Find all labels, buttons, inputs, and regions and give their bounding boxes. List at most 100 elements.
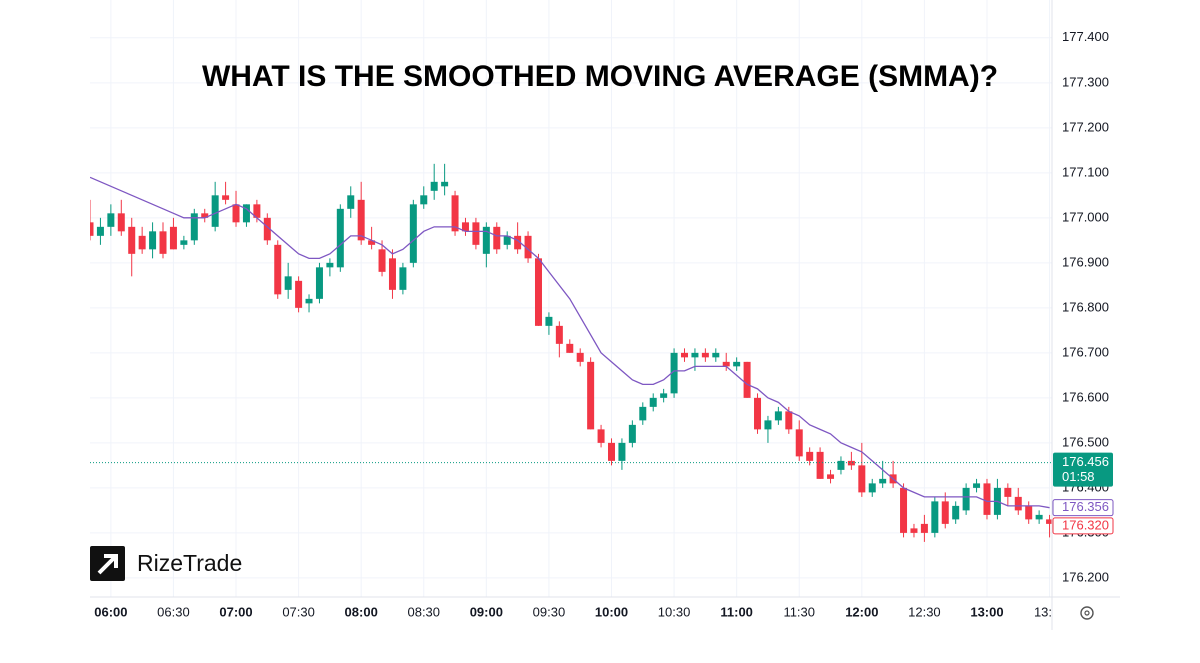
x-tick-label: 06:00 <box>94 604 127 619</box>
candle-body <box>107 213 115 227</box>
candle-body <box>336 208 344 268</box>
candle-body <box>201 213 209 218</box>
candle-body <box>472 222 480 245</box>
smma-line <box>90 176 1050 509</box>
candle-body <box>482 226 490 254</box>
settings-icon[interactable] <box>1080 606 1094 620</box>
candle-body <box>691 352 699 358</box>
candle-body <box>128 226 136 254</box>
y-tick-label: 176.600 <box>1062 389 1109 404</box>
x-tick-label: 07:00 <box>219 604 252 619</box>
candle-body <box>920 523 928 533</box>
candle-body <box>900 487 908 533</box>
y-tick-label: 176.900 <box>1062 254 1109 269</box>
candle-body <box>315 267 323 299</box>
candle-body <box>660 393 668 398</box>
candle-body <box>566 343 574 353</box>
countdown-label: 01:58 <box>1062 469 1095 484</box>
brand-logo: RizeTrade <box>90 546 242 581</box>
y-tick-label: 176.700 <box>1062 344 1109 359</box>
x-tick-label: 08:30 <box>407 604 440 619</box>
candle-body <box>576 352 584 362</box>
candle-body <box>1004 487 1012 497</box>
candle-body <box>90 222 94 236</box>
x-tick-label: 11:00 <box>720 604 753 619</box>
x-tick-label: 10:00 <box>595 604 628 619</box>
candle-body <box>222 195 230 200</box>
candle-body <box>628 424 636 443</box>
candle-body <box>555 325 563 344</box>
candle-body <box>837 460 845 470</box>
grid <box>90 0 1052 597</box>
candle-body <box>670 352 678 394</box>
candle-body <box>409 204 417 263</box>
candle-body <box>180 240 188 245</box>
last-close-badge <box>1052 517 1114 535</box>
candle-body <box>159 231 167 254</box>
candle-body <box>879 478 887 484</box>
candle-body <box>774 411 782 421</box>
candle-body <box>983 483 991 515</box>
candle-body <box>639 406 647 421</box>
smma-label: 176.356 <box>1062 499 1109 514</box>
y-tick-label: 176.500 <box>1062 434 1109 449</box>
candle-body <box>827 474 835 479</box>
x-tick-label: 12:30 <box>908 604 941 619</box>
candle-body <box>138 235 146 250</box>
y-tick-label: 177.100 <box>1062 164 1109 179</box>
candle-body <box>420 195 428 205</box>
candle-body <box>545 316 553 326</box>
candle-body <box>910 528 918 533</box>
candle-body <box>284 276 292 290</box>
y-tick-label: 176.800 <box>1062 299 1109 314</box>
x-tick-label: 09:00 <box>470 604 503 619</box>
candle-body <box>117 213 125 232</box>
candle-body <box>722 361 730 367</box>
candle-body <box>441 181 449 187</box>
candle-body <box>96 226 104 236</box>
settings-hub <box>1084 610 1090 616</box>
candle-body <box>858 465 866 493</box>
candle-body <box>806 451 814 461</box>
current-price-badge <box>1053 452 1113 487</box>
y-tick-label: 177.400 <box>1062 29 1109 44</box>
candle-body <box>816 451 824 479</box>
candle-body <box>931 501 939 533</box>
candle-body <box>295 280 303 308</box>
candle-body <box>754 397 762 430</box>
candle-body <box>263 217 271 241</box>
candle-body <box>232 204 240 223</box>
candle-body <box>524 235 532 259</box>
x-tick-label: 07:30 <box>282 604 315 619</box>
axes: 176.200176.300176.400176.500176.600176.7… <box>94 29 1114 619</box>
candle-body <box>357 199 365 241</box>
x-tick-label: 12:00 <box>845 604 878 619</box>
x-tick-label: 09:30 <box>533 604 566 619</box>
last-close-label: 176.320 <box>1062 517 1109 532</box>
candle-body <box>388 258 396 290</box>
candle-body <box>587 361 595 430</box>
x-tick-label: 08:00 <box>345 604 378 619</box>
candle-body <box>868 483 876 493</box>
candle-body <box>681 352 689 358</box>
candle-body <box>733 361 741 367</box>
candle-body <box>514 235 522 250</box>
candle-body <box>169 226 177 250</box>
candle-body <box>347 195 355 209</box>
candle-body <box>211 195 219 227</box>
candle-body <box>847 460 855 466</box>
candle-body <box>1014 496 1022 511</box>
chart-title: WHAT IS THE SMOOTHED MOVING AVERAGE (SMM… <box>202 60 998 93</box>
candle-body <box>242 204 250 223</box>
candle-body <box>378 249 386 272</box>
settings-gear[interactable] <box>1080 606 1094 620</box>
candle-body <box>962 487 970 511</box>
x-tick-label: 13:00 <box>970 604 1003 619</box>
y-tick-label: 177.000 <box>1062 209 1109 224</box>
y-tick-label: 177.200 <box>1062 119 1109 134</box>
candle-body <box>712 352 720 358</box>
candle-body <box>253 204 261 218</box>
candle-body <box>368 240 376 245</box>
candle-body <box>795 429 803 457</box>
